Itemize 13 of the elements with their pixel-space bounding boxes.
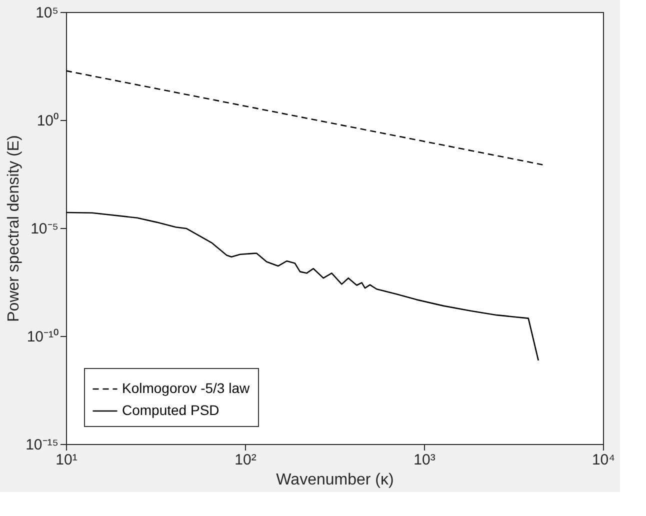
y-axis-title: Power spectral density (E) bbox=[6, 135, 23, 322]
legend-label: Kolmogorov -5/3 law bbox=[122, 380, 251, 396]
x-tick-label: 10¹ bbox=[56, 452, 78, 468]
y-tick-label: 10⁻⁵ bbox=[30, 220, 58, 238]
x-tick-label: 10⁴ bbox=[592, 452, 616, 468]
y-tick-label: 10⁻¹⁰ bbox=[26, 328, 58, 346]
x-axis-title: Wavenumber (κ) bbox=[276, 472, 394, 488]
x-tick-label: 10³ bbox=[414, 452, 436, 468]
y-tick-label: 10⁵ bbox=[36, 4, 58, 22]
y-tick-label: 10⁻¹⁵ bbox=[26, 436, 58, 454]
y-tick-label: 10⁰ bbox=[36, 112, 58, 130]
legend-label: Computed PSD bbox=[122, 402, 220, 418]
x-tick-label: 10² bbox=[234, 452, 256, 468]
